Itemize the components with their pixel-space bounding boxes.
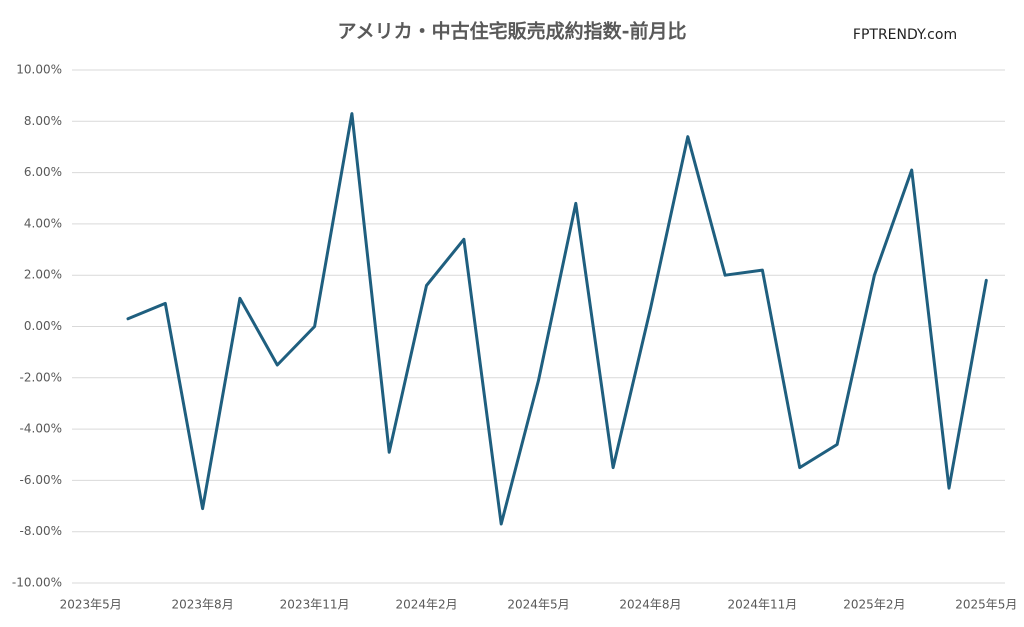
x-tick-label: 2024年2月 (395, 598, 457, 612)
x-tick-label: 2023年8月 (172, 598, 234, 612)
x-tick-label: 2023年11月 (280, 598, 350, 612)
series-line (126, 112, 988, 526)
y-tick-label: -4.00% (20, 422, 62, 436)
x-tick-label: 2024年8月 (619, 598, 681, 612)
y-tick-label: 6.00% (24, 165, 62, 179)
y-tick-label: 4.00% (24, 216, 62, 230)
y-tick-label: -6.00% (20, 473, 62, 487)
y-tick-label: 2.00% (24, 268, 62, 282)
x-tick-label: 2024年11月 (728, 598, 798, 612)
chart-title: アメリカ・中古住宅販売成約指数-前月比 (338, 20, 687, 43)
y-tick-label: -10.00% (12, 576, 62, 590)
x-tick-label: 2023年5月 (60, 598, 122, 612)
y-tick-label: -2.00% (20, 370, 62, 384)
y-tick-label: -8.00% (20, 524, 62, 538)
x-tick-label: 2025年5月 (955, 598, 1017, 612)
x-tick-label: 2024年5月 (507, 598, 569, 612)
y-tick-label: 10.00% (16, 63, 62, 77)
y-tick-label: 8.00% (24, 114, 62, 128)
watermark: FPTRENDY.com (853, 27, 957, 43)
x-tick-label: 2025年2月 (843, 598, 905, 612)
y-tick-label: 0.00% (24, 319, 62, 333)
